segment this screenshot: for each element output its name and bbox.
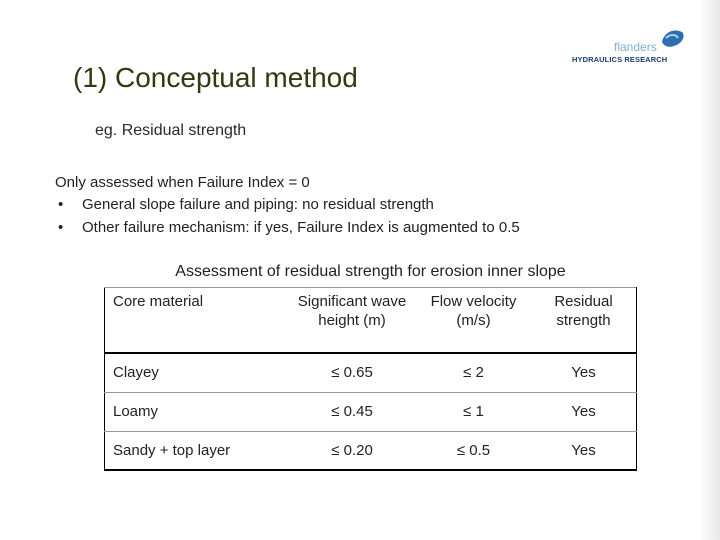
bullet-text: Other failure mechanism: if yes, Failure… <box>82 219 520 236</box>
logo-subtitle: HYDRAULICS RESEARCH <box>572 55 668 64</box>
table-row: Loamy ≤ 0.45 ≤ 1 Yes <box>104 391 637 431</box>
cell: ≤ 0.65 <box>288 352 416 392</box>
cell: Sandy + top layer <box>104 430 288 470</box>
cell: ≤ 0.5 <box>416 430 531 470</box>
intro-text: Only assessed when Failure Index = 0 <box>55 174 310 191</box>
header-row: Core material Significant wave height (m… <box>104 287 637 354</box>
logo-name: flanders <box>614 40 657 54</box>
column-header: Flow velocity (m/s) <box>416 287 531 354</box>
cell: Clayey <box>104 352 288 392</box>
bullet-marker: • <box>58 196 64 213</box>
logo-icon <box>662 30 684 47</box>
cell: Yes <box>531 391 637 431</box>
cell: Yes <box>531 430 637 470</box>
cell: Loamy <box>104 391 288 431</box>
cell: ≤ 0.45 <box>288 391 416 431</box>
edge-shade <box>698 0 720 540</box>
table-row: Clayey ≤ 0.65 ≤ 2 Yes <box>104 352 637 392</box>
slide-title: (1) Conceptual method <box>73 62 358 93</box>
bullet-text: General slope failure and piping: no res… <box>82 196 434 213</box>
table-caption: Assessment of residual strength for eros… <box>175 263 566 280</box>
column-header: Core material <box>104 287 288 354</box>
column-header: Significant wave height (m) <box>288 287 416 354</box>
cell: Yes <box>531 352 637 392</box>
cell: ≤ 2 <box>416 352 531 392</box>
slide-subtitle: eg. Residual strength <box>95 122 247 139</box>
cell: ≤ 0.20 <box>288 430 416 470</box>
column-header: Residual strength <box>531 287 637 354</box>
table-row: Sandy + top layer ≤ 0.20 ≤ 0.5 Yes <box>104 430 637 470</box>
table: Core material Significant wave height (m… <box>104 287 637 471</box>
cell: ≤ 1 <box>416 391 531 431</box>
bullet-marker: • <box>58 219 64 236</box>
